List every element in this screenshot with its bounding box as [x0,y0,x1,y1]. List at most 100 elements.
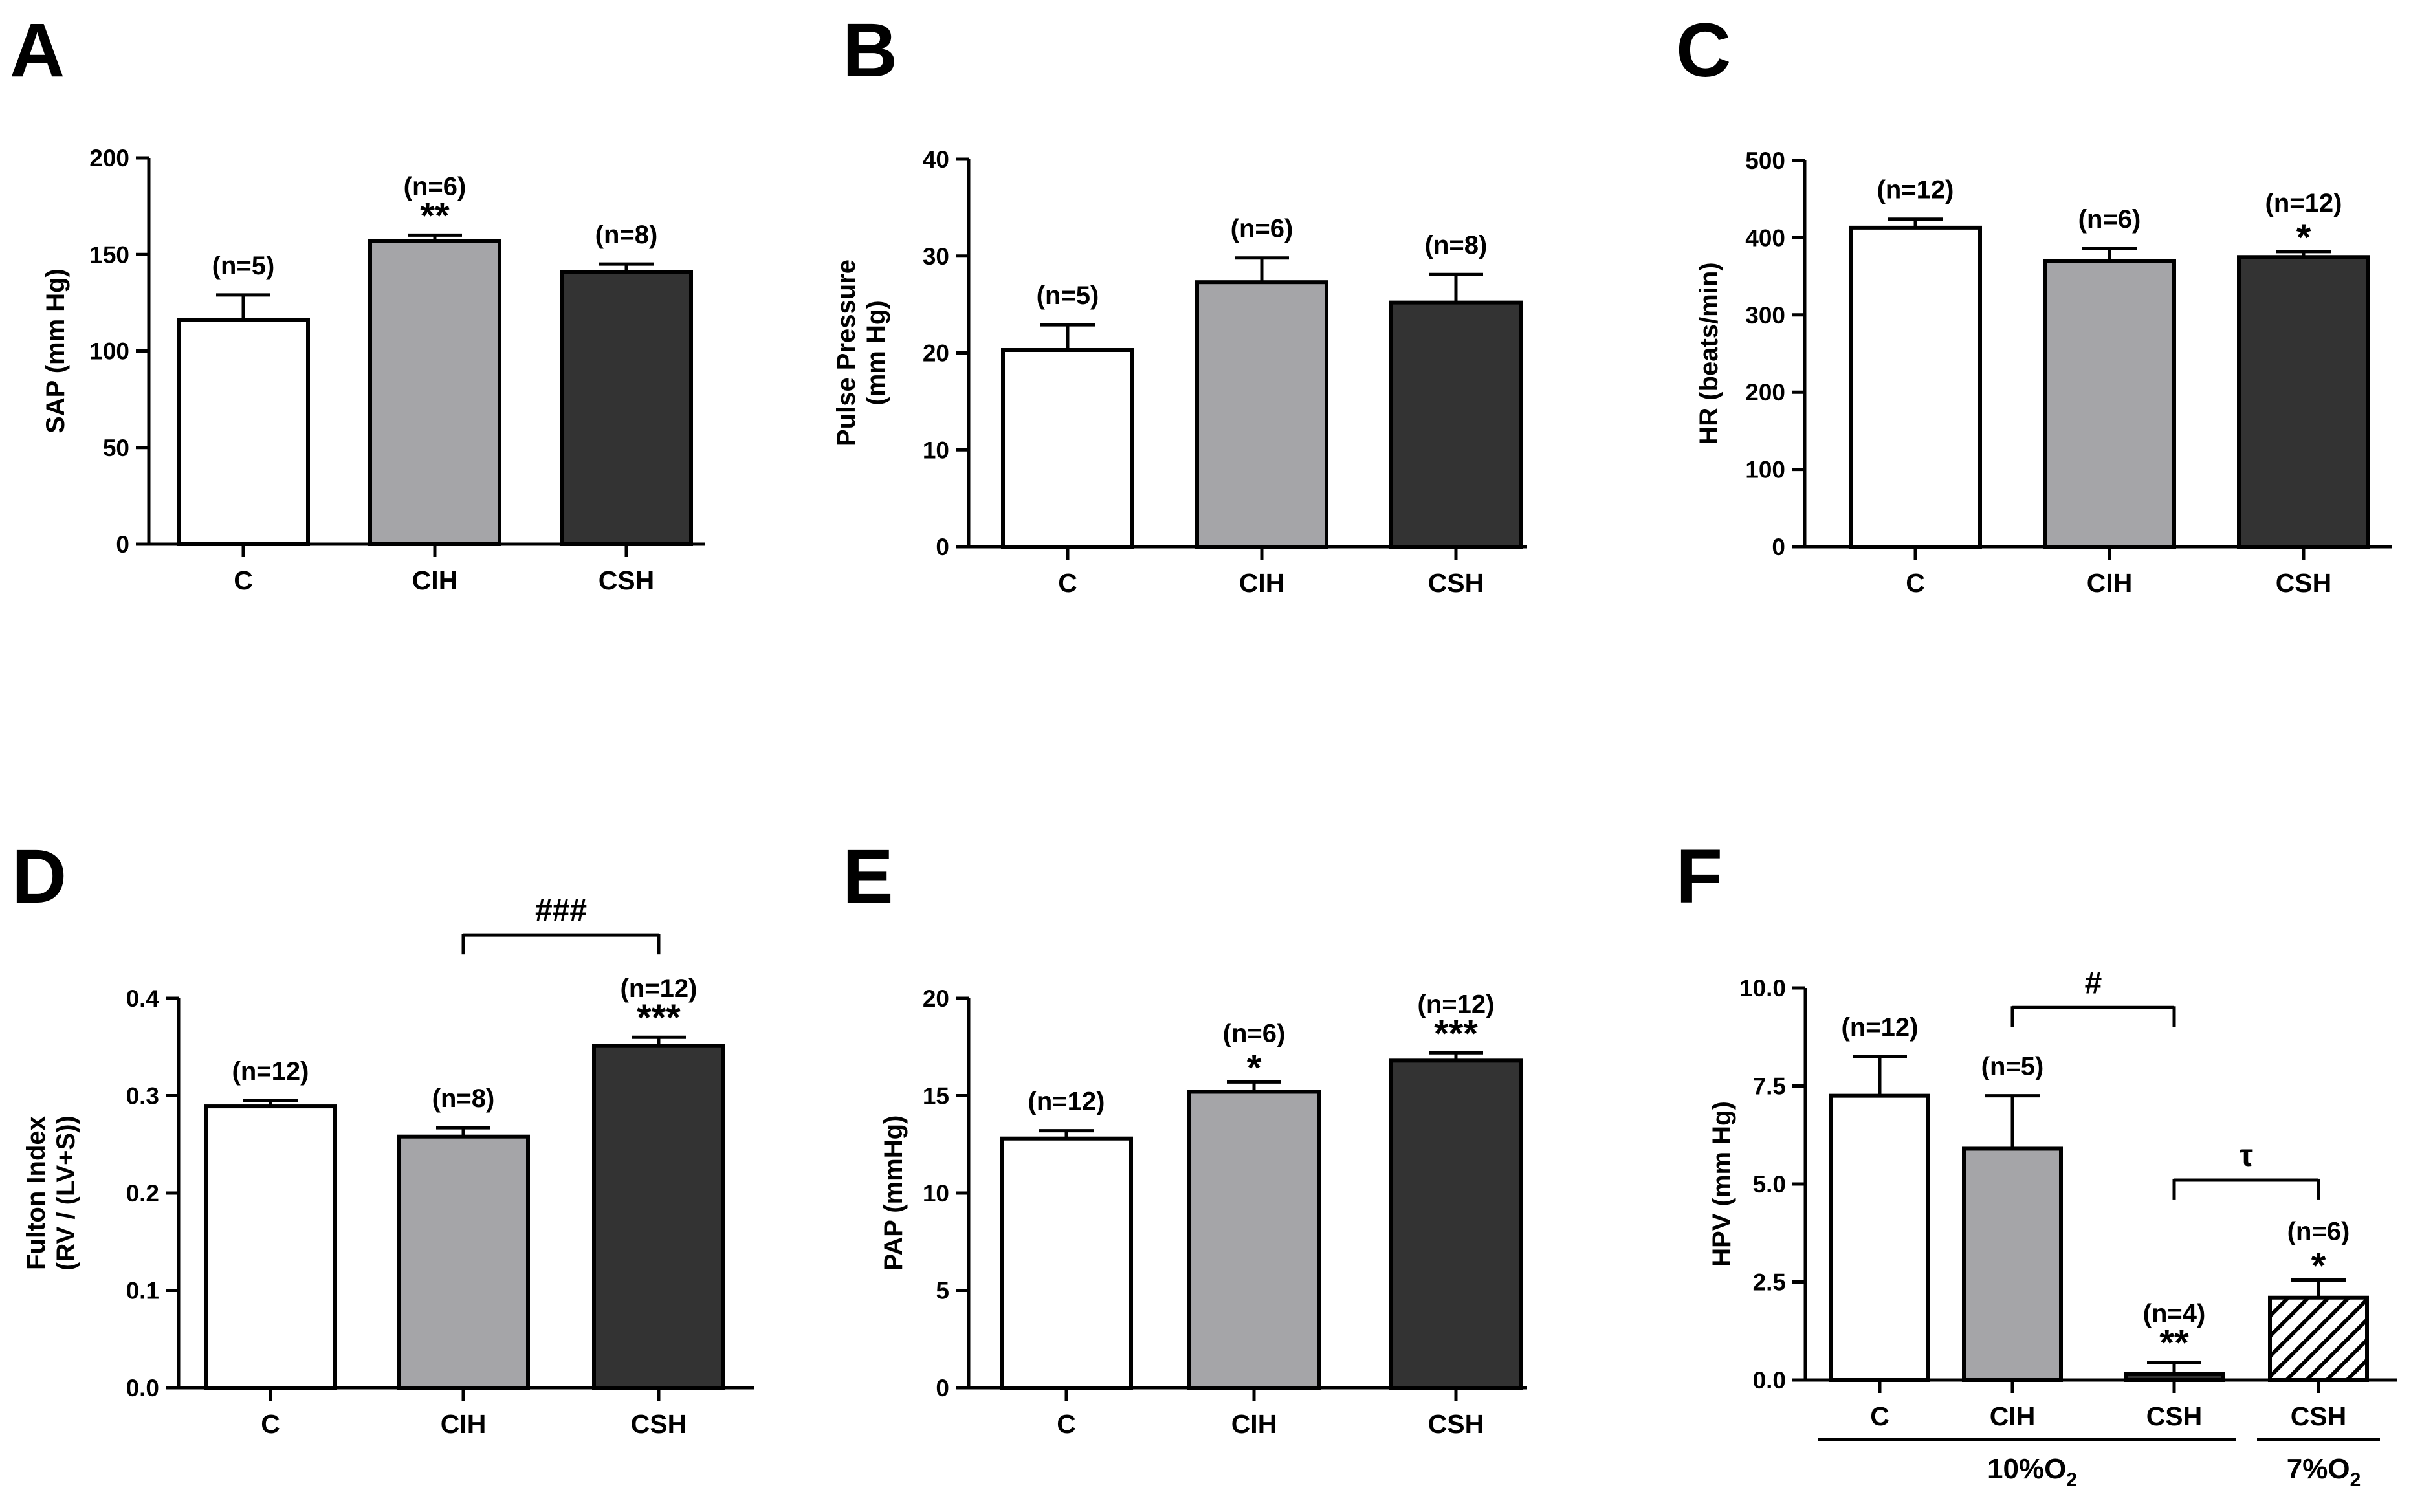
y-tick-label: 150 [89,241,129,268]
n-label: (n=12) [232,1057,309,1086]
y-axis-title: Fulton Index [22,1116,50,1270]
y-tick-label: 0 [116,531,129,558]
bar [204,1104,337,1390]
bar [177,318,310,546]
n-label: (n=8) [595,221,658,249]
panel-letter: D [12,834,67,919]
n-label: (n=12) [1842,1013,1919,1042]
y-tick-label: 400 [1745,225,1785,251]
x-category-label: CSH [599,565,655,595]
group-label-subscript: 2 [2066,1469,2077,1491]
x-category-label: CSH [631,1409,687,1439]
bar [1195,280,1328,549]
bar [2043,259,2176,549]
bar [368,239,501,546]
y-tick-label: 100 [89,338,129,365]
y-tick-label: 0.3 [126,1083,159,1110]
n-label: (n=12) [1028,1088,1105,1116]
n-label: (n=6) [1231,215,1294,243]
y-tick-label: 7.5 [1753,1073,1786,1100]
significance-label: *** [637,997,681,1039]
panel-letter: B [842,8,897,93]
y-tick-label: 2.5 [1753,1269,1786,1296]
panel-letter: A [10,8,65,93]
y-tick-label: 0 [936,534,949,560]
x-category-label: CSH [2276,568,2332,598]
y-tick-label: 50 [103,435,129,461]
y-tick-label: 30 [923,243,949,270]
y-tick-label: 20 [923,340,949,367]
y-axis-title: Pulse Pressure [832,259,861,446]
y-axis-title: (mm Hg) [862,300,890,405]
y-tick-label: 5.0 [1753,1171,1786,1198]
panel-e: E 0 5 10 15 20 PAP (mmHg) C (n=12) CIH *(n=6) CSH **… [842,834,1527,1439]
significance-label: ** [2159,1322,2189,1364]
n-label: (n=4) [2143,1300,2206,1328]
y-tick-label: 0 [1772,534,1785,560]
n-label: (n=8) [1425,231,1488,259]
x-category-label: C [1870,1401,1889,1431]
bar [2237,255,2370,549]
y-tick-label: 200 [1745,379,1785,406]
x-category-label: C [1906,568,1925,598]
y-tick-label: 5 [936,1278,949,1304]
panel-f: F 0.0 2.5 5.0 7.5 10.0 HPV (mm Hg) C (n=12) CIH (n… [1676,834,2397,1491]
n-label: (n=6) [1223,1019,1286,1047]
n-label: (n=5) [1981,1053,2044,1081]
x-category-label: CSH [2146,1401,2203,1431]
x-category-label: C [1058,568,1077,598]
x-category-label: CSH [1428,1409,1484,1439]
panel-d: D 0.0 0.1 0.2 0.3 0.4 Fulton Index (RV / (LV+S)… [12,834,754,1439]
bracket-label: τ [2240,1139,2253,1173]
significance-label: *** [1434,1013,1478,1055]
n-label: (n=6) [2287,1217,2350,1245]
bracket-label: ### [535,893,587,928]
bar [397,1134,530,1390]
bar [560,270,693,546]
y-axis-title: PAP (mmHg) [879,1115,908,1271]
group-label-main: 7%O [2287,1453,2350,1485]
panel-letter: E [842,834,894,919]
bar [1849,225,1982,549]
x-category-label: CIH [441,1409,487,1439]
bar [1389,300,1523,549]
y-tick-label: 500 [1745,148,1785,174]
bar [1000,1136,1133,1390]
x-category-label: CIH [1239,568,1285,598]
panel-c: C 0 100 200 300 400 500 HR (beats/min) C (n=12) CI… [1676,8,2392,598]
x-category-label: CSH [1428,568,1484,598]
y-tick-label: 0.2 [126,1180,159,1207]
y-tick-label: 10 [923,437,949,463]
group-label-subscript: 2 [2350,1469,2361,1491]
y-tick-label: 15 [923,1083,949,1110]
y-tick-label: 20 [923,985,949,1012]
x-category-label: CIH [412,565,458,595]
significance-label: * [2296,217,2311,259]
panel-a: A 0 50 100 150 200 SAP (mm Hg) C (n=5) CIH **(n=6)… [10,8,705,595]
y-tick-label: 0 [936,1375,949,1401]
significance-label: * [2311,1245,2326,1287]
n-label: (n=5) [1037,281,1099,310]
n-label: (n=6) [404,172,467,201]
group-label: 10%O2 [1987,1453,2077,1491]
x-category-label: CIH [1231,1409,1277,1439]
y-axis-title: HR (beats/min) [1695,262,1723,444]
bracket-label: # [2085,966,2102,1000]
x-category-label: C [261,1409,280,1439]
y-tick-label: 0.4 [126,985,160,1012]
y-axis-title: HPV (mm Hg) [1708,1101,1736,1267]
bar [1187,1090,1321,1390]
n-label: (n=12) [621,974,698,1003]
n-label: (n=12) [1418,990,1495,1018]
y-axis-title: (RV / (LV+S)) [52,1115,80,1271]
bar [1829,1093,1930,1383]
y-tick-label: 0.1 [126,1278,159,1304]
x-category-label: CIH [2087,568,2133,598]
y-tick-label: 200 [89,145,129,171]
bar [1962,1146,2063,1382]
panel-b: B 0 10 20 30 40 Pulse Pressure (mm Hg) C (n=5) CIH… [832,8,1527,598]
bar [1001,348,1134,549]
y-tick-label: 300 [1745,302,1785,329]
n-label: (n=6) [2078,205,2141,234]
